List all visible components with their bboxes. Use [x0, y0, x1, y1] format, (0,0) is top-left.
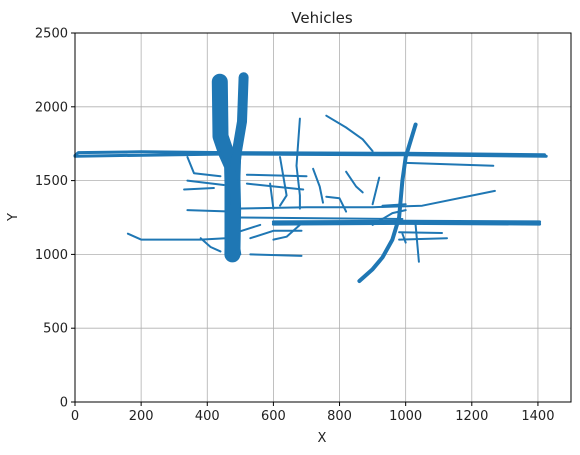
- x-axis-label: X: [318, 431, 327, 446]
- vehicle-trajectory: [245, 173, 308, 178]
- vehicle-trajectory-band: [225, 166, 241, 257]
- vehicle-trajectory: [312, 167, 324, 204]
- vehicle-trajectory: [325, 114, 374, 153]
- vehicle-trajectory: [404, 161, 495, 167]
- x-tick-label: 1400: [521, 409, 554, 424]
- vehicle-trajectory: [269, 182, 275, 210]
- vehicle-trajectory: [345, 170, 364, 194]
- x-tick-label: 400: [195, 409, 220, 424]
- vehicle-trajectory: [199, 237, 222, 253]
- vehicle-trajectory: [295, 117, 301, 210]
- x-tick-label: 200: [129, 409, 154, 424]
- vehicle-trajectory: [245, 182, 305, 191]
- vehicle-trajectory: [236, 216, 404, 220]
- x-tick-label: 0: [71, 409, 79, 424]
- y-tick-label: 1000: [35, 248, 68, 263]
- vehicle-trajectory: [401, 232, 407, 244]
- vehicle-trajectory: [249, 253, 303, 257]
- vehicle-trajectory: [186, 179, 225, 186]
- vehicle-trajectory: [126, 232, 227, 241]
- vehicle-trajectory: [186, 156, 222, 178]
- vehicle-trajectory-band: [214, 75, 234, 159]
- plot-area: [73, 72, 548, 283]
- x-tick-label: 600: [261, 409, 286, 424]
- vehicle-trajectory: [271, 221, 542, 226]
- vehicle-trajectory: [279, 156, 288, 207]
- vehicle-trajectory: [357, 122, 418, 283]
- vehicle-trajectory: [398, 231, 443, 234]
- x-tick-label: 800: [327, 409, 352, 424]
- vehicle-trajectory: [232, 189, 496, 210]
- vehicle-trajectory: [371, 209, 407, 226]
- vehicle-trajectory: [414, 223, 420, 263]
- y-tick-label: 0: [60, 396, 68, 411]
- y-axis-label: Y: [6, 213, 21, 222]
- y-tick-label: 2000: [35, 100, 68, 115]
- vehicle-trajectory: [398, 237, 448, 241]
- y-axis-ticks: 0 500 1000 1500 2000 2500: [35, 27, 75, 411]
- x-axis-ticks: 0 200 400 600 800 1000 1200 1400: [71, 402, 554, 424]
- x-tick-label: 1200: [455, 409, 488, 424]
- vehicle-trajectory: [249, 229, 303, 240]
- x-tick-label: 1000: [389, 409, 422, 424]
- vehicle-trajectory-band: [228, 72, 249, 186]
- plot-frame: [74, 32, 572, 403]
- chart-title: Vehicles: [291, 9, 353, 27]
- y-tick-label: 500: [43, 322, 68, 337]
- vehicle-trajectory: [73, 152, 548, 158]
- vehicle-trajectory: [183, 187, 215, 191]
- y-tick-label: 1500: [35, 174, 68, 189]
- vehicle-trajectory: [271, 219, 542, 224]
- y-tick-label: 2500: [35, 27, 68, 42]
- vehicle-trajectory: [371, 176, 381, 206]
- vehicle-trajectory: [272, 223, 301, 241]
- vehicle-trajectory: [325, 195, 348, 213]
